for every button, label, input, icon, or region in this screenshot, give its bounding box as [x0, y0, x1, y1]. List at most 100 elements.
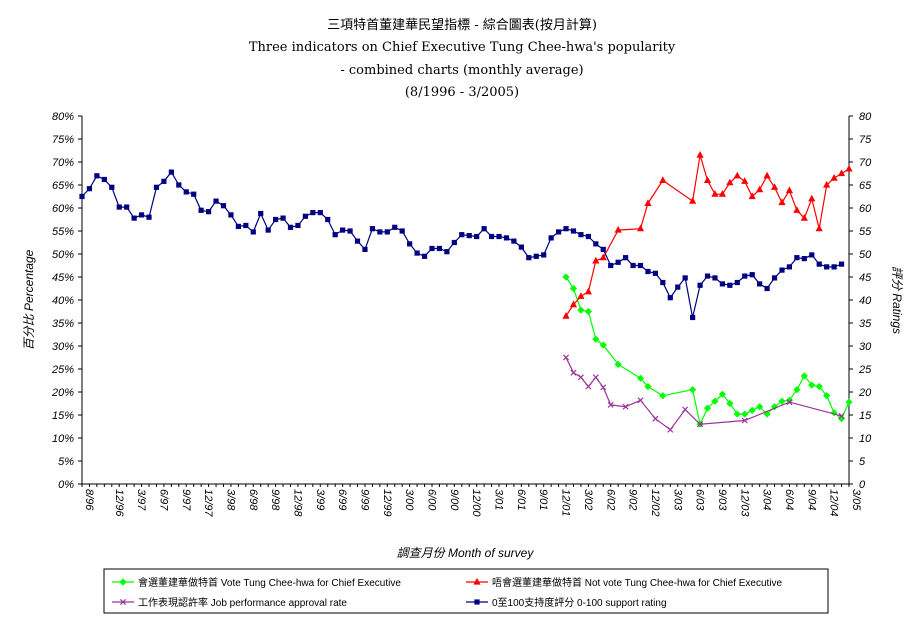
y-right-tick-label: 65	[859, 180, 872, 192]
y-right-tick-label: 50	[859, 249, 872, 261]
rating-series-point	[742, 273, 748, 279]
not-vote-series-group	[562, 151, 853, 319]
not-vote-series-point	[569, 300, 578, 308]
approval-series-point	[741, 417, 748, 424]
not-vote-series-point	[748, 192, 756, 200]
not-vote-series-point	[785, 186, 794, 194]
vote-series-point	[756, 403, 764, 411]
approval-series-point	[600, 384, 607, 391]
x-tick-label: 3/98	[224, 489, 236, 511]
vote-series-point	[689, 386, 697, 394]
rating-series-point	[794, 255, 800, 261]
x-tick-label: 9/99	[359, 489, 371, 510]
rating-series-point	[831, 264, 837, 270]
y-left-tick-label: 5%	[58, 456, 74, 468]
rating-series-point	[124, 204, 130, 210]
vote-series-point	[733, 410, 741, 418]
rating-series-point	[637, 262, 644, 269]
rating-series-point	[258, 210, 264, 217]
x-tick-label: 6/98	[247, 489, 259, 511]
vote-series-point	[741, 410, 749, 418]
x-tick-label: 6/00	[426, 489, 438, 511]
rating-series-point	[712, 275, 718, 281]
x-tick-label: 6/02	[604, 489, 616, 510]
rating-series-point	[660, 279, 666, 286]
vote-series-point	[614, 360, 622, 368]
rating-series-point	[131, 215, 137, 221]
y-right-tick-label: 60	[859, 203, 872, 215]
approval-series-point	[697, 421, 704, 428]
approval-series-group	[563, 354, 845, 433]
approval-series-point	[637, 397, 644, 404]
not-vote-series-point	[718, 190, 727, 197]
vote-series-point	[592, 335, 600, 343]
y-left-tick-label: 50%	[52, 249, 74, 261]
rating-series-point	[585, 233, 591, 240]
vote-series-group	[562, 273, 853, 428]
not-vote-series-point	[562, 312, 570, 319]
y-left-tick-label: 60%	[52, 203, 74, 215]
approval-series-point	[682, 406, 689, 413]
vote-series-point	[636, 374, 645, 382]
not-vote-series-point	[741, 177, 749, 184]
rating-series-point	[466, 233, 472, 239]
vote-series-point	[569, 284, 578, 293]
x-tick-label: 12/02	[649, 489, 661, 517]
rating-series-point	[287, 224, 294, 230]
rating-series-point	[600, 246, 606, 252]
y-left-tick-label: 80%	[52, 111, 74, 123]
rating-series-point	[138, 212, 145, 218]
rating-series-point	[176, 182, 182, 188]
rating-series-point	[86, 186, 93, 192]
y-right-tick-label: 75	[859, 134, 872, 146]
y-left-tick-label: 10%	[52, 433, 74, 445]
not-vote-series-point	[733, 171, 741, 179]
x-tick-label: 6/99	[336, 489, 348, 510]
legend-box	[103, 568, 829, 614]
rating-series-point	[250, 229, 256, 235]
x-tick-label: 6/04	[783, 489, 795, 510]
rating-series-point	[690, 314, 696, 321]
rating-series-point	[749, 272, 755, 278]
x-tick-label: 3/03	[671, 489, 683, 511]
vote-series-point	[808, 381, 816, 389]
approval-series-point	[652, 415, 659, 422]
not-vote-series-point	[696, 151, 704, 158]
not-vote-series-point	[644, 199, 652, 206]
y-right-tick-label: 25	[858, 364, 872, 376]
x-tick-label: 8/96	[83, 489, 95, 511]
not-vote-series-point	[703, 176, 712, 183]
approval-series-point	[622, 403, 629, 410]
legend-rating-series-label: 0至100支持度評分 0-100 support rating	[492, 596, 667, 609]
chart-title: 三項特首董建華民望指標 - 綜合圖表(按月計算)	[327, 17, 597, 33]
chart-subtitle-line-2: - combined charts (monthly average)	[340, 63, 583, 78]
rating-series-point	[682, 275, 688, 281]
not-vote-series-point	[830, 174, 838, 181]
rating-series-point	[273, 216, 279, 223]
x-tick-label: 3/00	[403, 489, 415, 511]
rating-series-point	[816, 261, 822, 267]
y-left-tick-label: 70%	[52, 157, 74, 169]
y-right-tick-label: 0	[859, 479, 866, 491]
rating-series-point	[168, 169, 174, 175]
approval-series-point	[563, 354, 570, 361]
rating-series-point	[235, 223, 241, 229]
vote-series-point	[703, 404, 712, 412]
rating-series-point	[824, 264, 830, 270]
x-tick-label: 3/97	[135, 489, 147, 511]
legend: 會選董建華做特首 Vote Tung Chee-hwa for Chief Ex…	[103, 568, 829, 614]
not-vote-series-point	[756, 185, 764, 193]
rating-series-point	[727, 282, 733, 288]
rating-series-point	[764, 285, 770, 292]
y-right-tick-label: 10	[859, 433, 872, 445]
rating-series-point	[429, 245, 435, 252]
rating-series-point	[719, 281, 726, 287]
rating-series-point	[205, 209, 212, 215]
rating-series-point	[340, 227, 346, 233]
not-vote-series-point	[711, 190, 719, 197]
rating-series-point	[436, 245, 443, 252]
vote-series-point	[584, 307, 592, 316]
x-tick-label: 12/98	[292, 489, 304, 517]
vote-series-point	[778, 397, 786, 405]
